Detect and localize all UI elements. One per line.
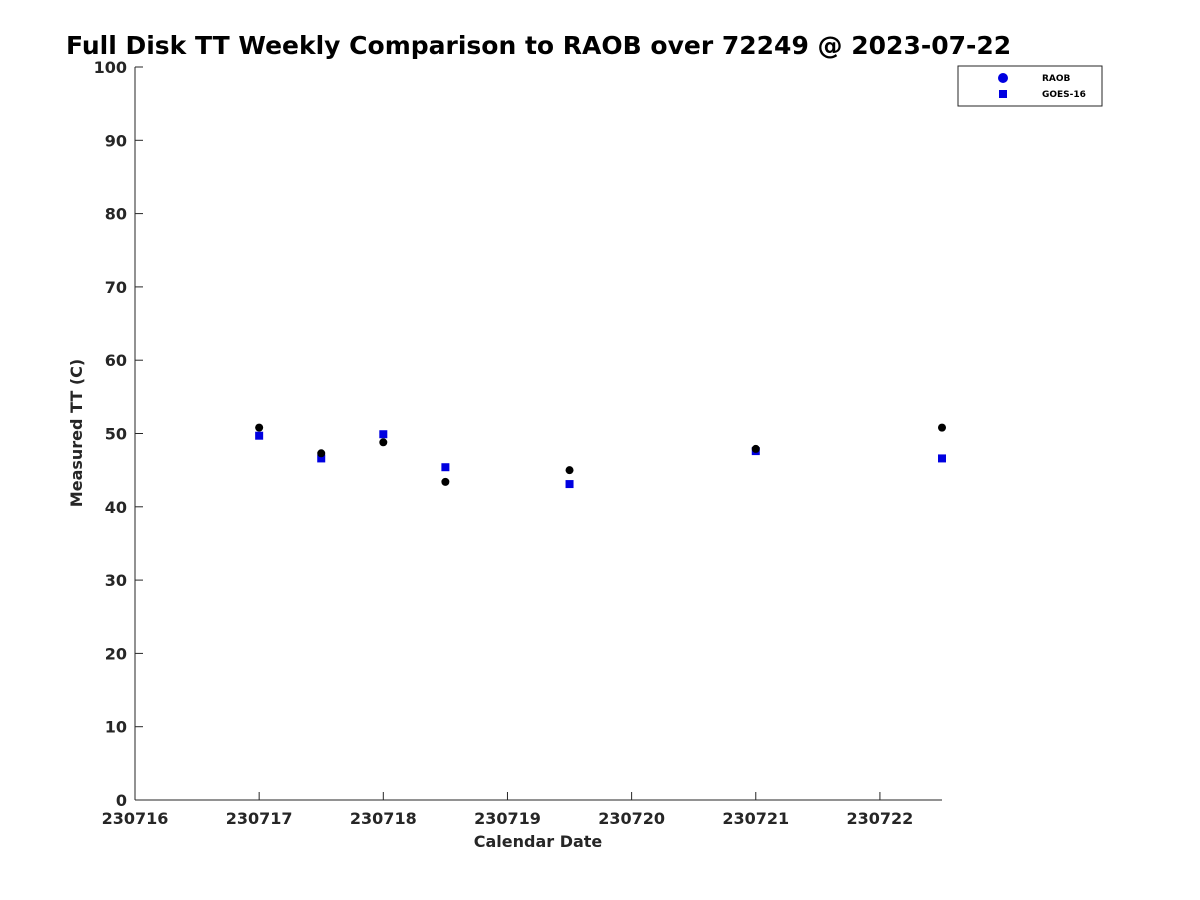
raob-point (255, 423, 264, 432)
y-tick-label: 90 (105, 131, 127, 150)
chart-title: Full Disk TT Weekly Comparison to RAOB o… (66, 31, 1011, 60)
x-axis-ticks: 230716 230717 230718 230719 230720 230721 2307… (102, 792, 914, 828)
legend-label: GOES-16 (1042, 90, 1086, 100)
x-tick-label: 230722 (847, 809, 914, 828)
x-tick-label: 230716 (102, 809, 169, 828)
y-tick-label: 0 (116, 791, 127, 810)
x-tick-label: 230719 (474, 809, 541, 828)
x-tick-label: 230718 (350, 809, 417, 828)
legend-label: RAOB (1042, 74, 1071, 84)
y-tick-label: 60 (105, 351, 127, 370)
legend-box (957, 65, 1103, 107)
y-tick-label: 40 (105, 498, 127, 517)
x-tick-label: 230720 (598, 809, 665, 828)
x-tick-label: 230717 (226, 809, 293, 828)
y-tick-label: 70 (105, 278, 127, 297)
goes16-point (565, 480, 574, 489)
y-axis-label: Measured TT (C) (67, 359, 86, 507)
x-tick-label: 230721 (722, 809, 789, 828)
goes16-point (938, 454, 946, 463)
y-tick-label: 30 (105, 571, 127, 590)
legend: RAOB GOES-16 (957, 65, 1103, 107)
goes16-point (441, 463, 450, 472)
raob-point (938, 423, 946, 432)
goes16-point (255, 431, 264, 440)
raob-point (317, 449, 326, 458)
raob-point (379, 438, 388, 447)
raob-point (441, 477, 450, 486)
y-tick-label: 20 (105, 644, 127, 663)
y-tick-label: 80 (105, 205, 127, 224)
legend-goes16-marker (999, 90, 1007, 98)
y-tick-label: 10 (105, 718, 127, 737)
data-markers (255, 423, 946, 489)
goes16-point (379, 430, 388, 439)
y-axis-ticks: 0 10 20 30 40 50 60 70 80 90 100 (94, 58, 143, 810)
y-tick-label: 50 (105, 425, 127, 444)
goes16-point (317, 454, 326, 463)
raob-point (565, 466, 574, 475)
y-tick-label: 100 (94, 58, 127, 77)
legend-raob-marker (998, 73, 1008, 83)
x-axis-label: Calendar Date (474, 832, 603, 851)
plot-area: 230716 230717 230718 230719 230720 230721 2307… (94, 58, 946, 828)
raob-point (751, 444, 760, 453)
